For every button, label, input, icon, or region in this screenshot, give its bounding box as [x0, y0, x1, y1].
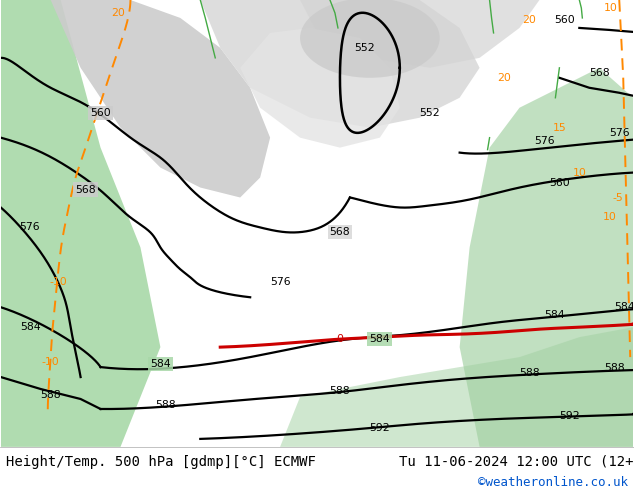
Text: 588: 588 [604, 363, 624, 373]
Text: Tu 11-06-2024 12:00 UTC (12+312): Tu 11-06-2024 12:00 UTC (12+312) [399, 455, 634, 469]
Text: 560: 560 [554, 15, 575, 25]
Text: 584: 584 [614, 302, 634, 312]
Text: 20: 20 [112, 8, 126, 18]
Text: 10: 10 [604, 3, 618, 13]
Text: 568: 568 [330, 227, 350, 238]
Text: ©weatheronline.co.uk: ©weatheronline.co.uk [477, 476, 628, 489]
Text: 588: 588 [519, 368, 540, 378]
Text: 20: 20 [498, 73, 512, 83]
Text: 576: 576 [19, 222, 39, 232]
Text: 584: 584 [544, 310, 565, 320]
Polygon shape [51, 0, 270, 197]
Text: 552: 552 [420, 108, 440, 118]
Text: 568: 568 [589, 68, 610, 78]
Polygon shape [300, 0, 540, 68]
Text: 584: 584 [150, 359, 171, 369]
Text: -10: -10 [50, 277, 68, 287]
Text: 560: 560 [549, 177, 570, 188]
Polygon shape [280, 327, 633, 447]
Text: 576: 576 [534, 136, 555, 146]
Ellipse shape [300, 0, 440, 78]
Text: 10: 10 [573, 168, 586, 177]
Polygon shape [240, 28, 400, 147]
Text: 10: 10 [602, 213, 616, 222]
Text: -5: -5 [612, 193, 623, 202]
Text: 584: 584 [20, 322, 41, 332]
Text: 20: 20 [522, 15, 536, 25]
Text: 568: 568 [75, 185, 96, 195]
Polygon shape [1, 0, 160, 447]
Text: 15: 15 [552, 122, 566, 133]
Text: 576: 576 [609, 128, 630, 138]
Text: 592: 592 [370, 423, 390, 433]
Text: 584: 584 [370, 334, 390, 344]
Polygon shape [460, 68, 633, 447]
Text: -10: -10 [42, 357, 60, 367]
Text: Height/Temp. 500 hPa [gdmp][°C] ECMWF: Height/Temp. 500 hPa [gdmp][°C] ECMWF [6, 455, 316, 469]
Text: 576: 576 [270, 277, 290, 287]
Text: 0: 0 [337, 334, 344, 344]
Polygon shape [200, 0, 479, 128]
Text: 588: 588 [41, 390, 61, 400]
Text: 592: 592 [559, 411, 579, 421]
Text: 588: 588 [330, 386, 350, 396]
Text: 560: 560 [90, 108, 111, 118]
Text: 588: 588 [155, 400, 176, 410]
Text: 552: 552 [354, 43, 375, 53]
